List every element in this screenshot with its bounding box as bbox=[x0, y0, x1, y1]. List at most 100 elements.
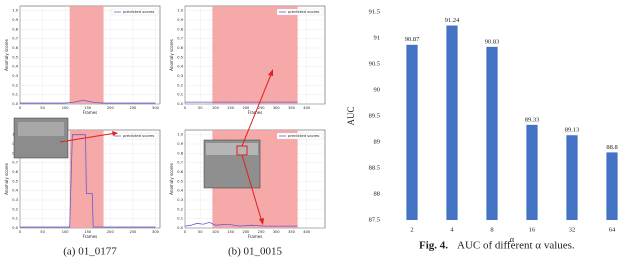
x-tick-label: 150 bbox=[84, 106, 92, 110]
x-tick-label: 2 bbox=[410, 226, 413, 233]
y-tick-label: 0.3 bbox=[12, 74, 18, 78]
bar-value-label: 91.24 bbox=[445, 17, 460, 24]
y-tick-label: 0.4 bbox=[177, 189, 183, 193]
bar bbox=[406, 44, 418, 221]
x-tick-label: 100 bbox=[212, 230, 220, 234]
y-tick-label: 0.2 bbox=[177, 83, 183, 87]
x-tick-label: 350 bbox=[288, 106, 296, 110]
y-tick-label: 0.8 bbox=[177, 27, 183, 31]
bar bbox=[526, 124, 538, 220]
y-tick-label: 88 bbox=[374, 190, 381, 197]
arrow-head bbox=[268, 69, 273, 76]
video-frame-detail bbox=[18, 122, 64, 136]
bar-value-label: 88.8 bbox=[606, 144, 617, 151]
x-tick-label: 250 bbox=[129, 106, 137, 110]
x-tick-label: 350 bbox=[288, 230, 296, 234]
legend-box bbox=[276, 8, 324, 16]
x-tick-label: 8 bbox=[490, 226, 493, 233]
x-tick-label: 0 bbox=[19, 230, 22, 234]
legend-label: predicted scores bbox=[123, 9, 154, 14]
y-tick-label: 0.3 bbox=[177, 74, 183, 78]
caption: (a) 01_0177 bbox=[63, 246, 117, 258]
x-axis-label: Frames bbox=[83, 234, 98, 239]
video-frame-detail bbox=[206, 143, 258, 155]
y-tick-label: 1.0 bbox=[12, 9, 18, 13]
x-tick-label: 0 bbox=[184, 230, 187, 234]
x-tick-label: 50 bbox=[198, 106, 203, 110]
y-tick-label: 91 bbox=[374, 34, 381, 41]
anomaly-band bbox=[69, 6, 104, 104]
legend-label: predicted scores bbox=[288, 9, 319, 14]
y-tick-label: 89 bbox=[374, 138, 381, 145]
caption: (b) 01_0015 bbox=[228, 246, 283, 258]
y-tick-label: 0.7 bbox=[12, 161, 18, 165]
arrow-head bbox=[112, 131, 118, 136]
x-tick-label: 250 bbox=[258, 106, 266, 110]
x-axis-label: α bbox=[510, 235, 515, 244]
x-tick-label: 150 bbox=[84, 230, 92, 234]
x-tick-label: 64 bbox=[609, 226, 616, 233]
y-tick-label: 0.5 bbox=[12, 55, 18, 59]
bar-value-label: 90.83 bbox=[485, 38, 500, 45]
y-tick-label: 0.1 bbox=[177, 217, 183, 221]
x-tick-label: 100 bbox=[62, 106, 70, 110]
y-tick-label: 0.9 bbox=[177, 142, 183, 146]
y-tick-label: 90 bbox=[374, 86, 381, 93]
score-line bbox=[184, 221, 298, 227]
anomaly-band bbox=[69, 130, 104, 228]
x-tick-label: 300 bbox=[152, 230, 160, 234]
legend-box bbox=[111, 8, 159, 16]
y-tick-label: 0.5 bbox=[177, 55, 183, 59]
bar bbox=[606, 152, 618, 220]
bar bbox=[566, 135, 578, 220]
x-tick-label: 100 bbox=[212, 106, 220, 110]
y-tick-label: 1.0 bbox=[177, 9, 183, 13]
x-tick-label: 16 bbox=[529, 226, 536, 233]
x-tick-label: 250 bbox=[129, 230, 137, 234]
y-axis-label: Anomaly scores bbox=[169, 39, 174, 71]
y-tick-label: 0.0 bbox=[177, 102, 183, 106]
x-axis-label: Frames bbox=[248, 234, 263, 239]
legend-label: predicted scores bbox=[123, 133, 154, 138]
x-tick-label: 300 bbox=[273, 106, 281, 110]
y-tick-label: 0.2 bbox=[12, 207, 18, 211]
y-tick-label: 0.6 bbox=[177, 170, 183, 174]
anomaly-band bbox=[212, 6, 298, 104]
y-tick-label: 0.8 bbox=[12, 27, 18, 31]
x-tick-label: 200 bbox=[107, 230, 115, 234]
y-tick-label: 0.8 bbox=[177, 151, 183, 155]
x-tick-label: 32 bbox=[569, 226, 576, 233]
arrow bbox=[59, 132, 117, 143]
x-tick-label: 150 bbox=[227, 230, 235, 234]
x-tick-label: 0 bbox=[184, 106, 187, 110]
legend-box bbox=[111, 132, 159, 140]
y-tick-label: 0.7 bbox=[12, 37, 18, 41]
x-tick-label: 400 bbox=[303, 230, 311, 234]
x-axis-label: Frames bbox=[248, 110, 263, 115]
x-tick-label: 0 bbox=[19, 106, 22, 110]
y-tick-label: 1.0 bbox=[177, 133, 183, 137]
y-tick-label: 0.7 bbox=[177, 37, 183, 41]
y-axis-label: Anomaly scores bbox=[4, 163, 9, 195]
bar-value-label: 89.33 bbox=[525, 116, 540, 123]
arrow-head bbox=[259, 218, 264, 225]
y-tick-label: 87.5 bbox=[369, 216, 380, 223]
y-tick-label: 88.5 bbox=[369, 164, 380, 171]
x-tick-label: 50 bbox=[40, 230, 45, 234]
score-line bbox=[20, 99, 156, 104]
x-tick-label: 200 bbox=[242, 106, 250, 110]
bar bbox=[446, 25, 458, 220]
x-tick-label: 200 bbox=[107, 106, 115, 110]
caption-label: Fig. 4. bbox=[419, 240, 448, 252]
y-tick-label: 0.9 bbox=[177, 18, 183, 22]
y-tick-label: 0.6 bbox=[177, 46, 183, 50]
x-tick-label: 150 bbox=[227, 106, 235, 110]
y-tick-label: 0.3 bbox=[177, 198, 183, 202]
y-tick-label: 0.9 bbox=[12, 18, 18, 22]
legend-label: predicted scores bbox=[288, 133, 319, 138]
y-tick-label: 0.1 bbox=[12, 217, 18, 221]
x-tick-label: 200 bbox=[242, 230, 250, 234]
y-tick-label: 0.2 bbox=[177, 207, 183, 211]
y-tick-label: 91.5 bbox=[369, 8, 380, 15]
y-tick-label: 0.5 bbox=[177, 179, 183, 183]
